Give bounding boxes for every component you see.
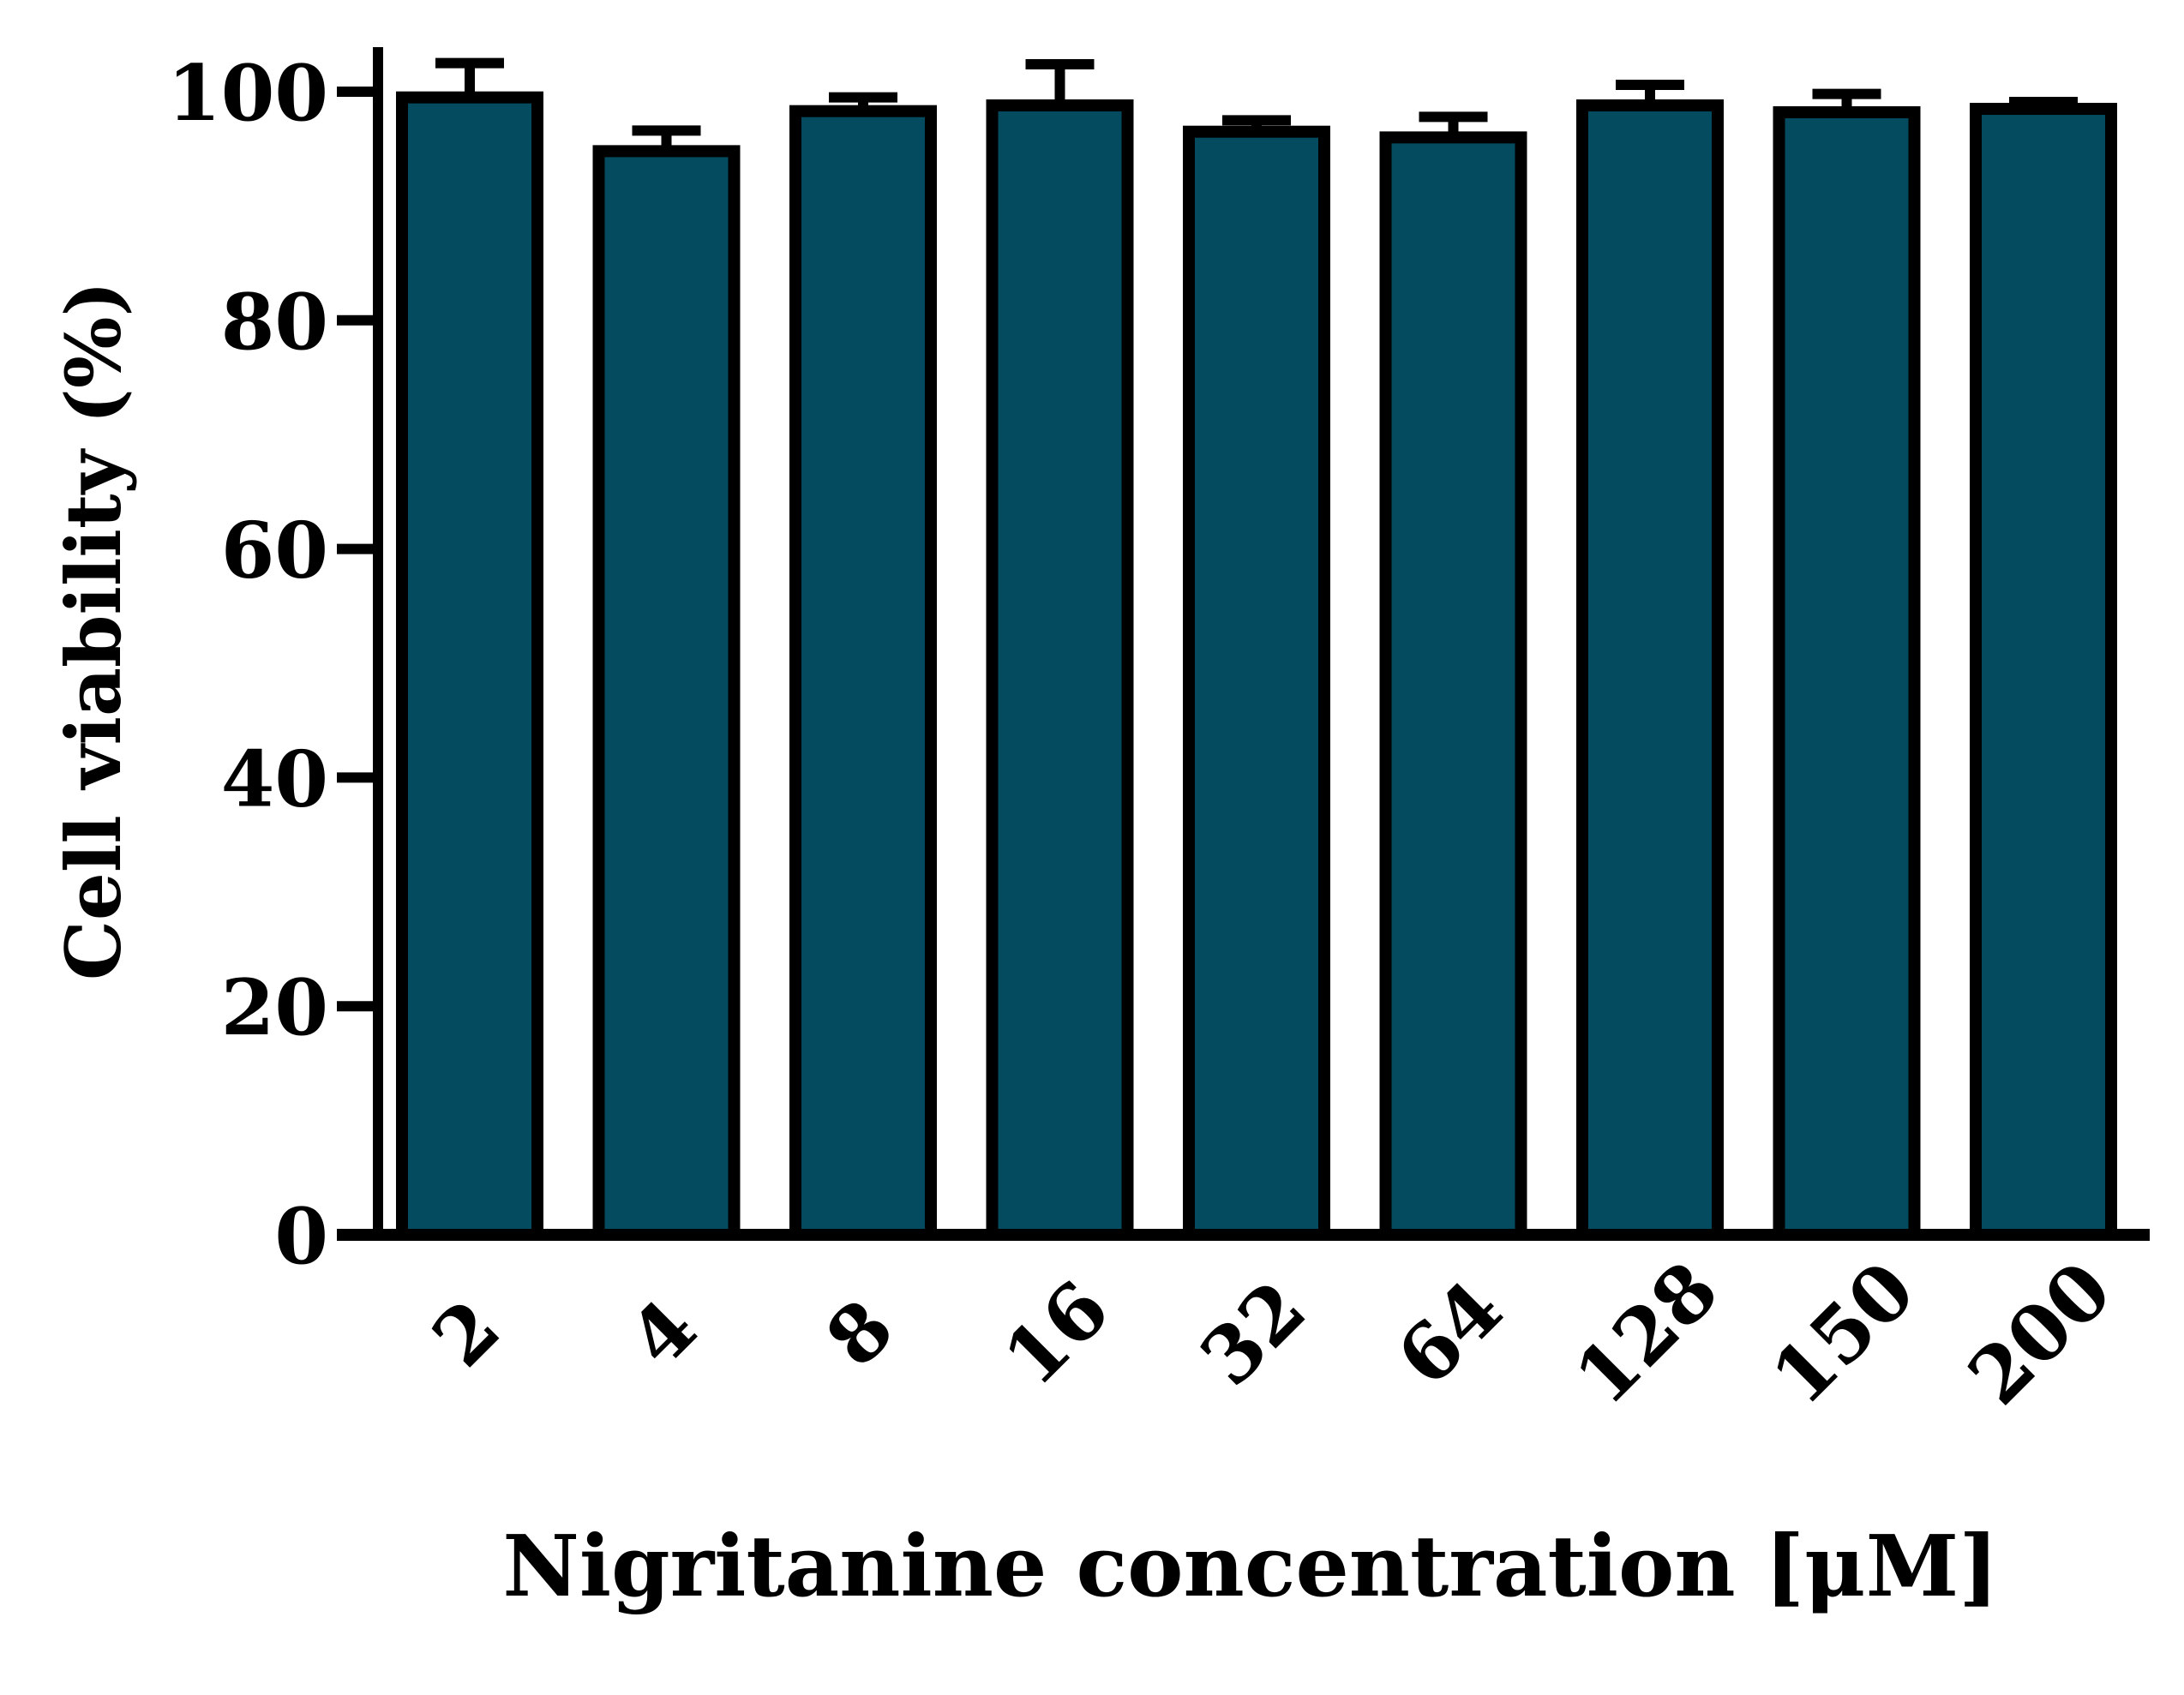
y-tick-label: 20 [221, 962, 328, 1053]
x-tick-label: 16 [987, 1263, 1127, 1404]
x-axis-label: Nigritanine concentration [μM] [502, 1518, 1998, 1616]
x-tick-label: 128 [1557, 1244, 1736, 1422]
x-tick-label: 200 [1951, 1244, 2129, 1422]
bar-16 [986, 99, 1134, 1241]
x-ticks-layer: 2 4 8 16 32 64 128 150 200 [415, 1244, 2129, 1422]
axes-layer [337, 47, 2150, 1241]
bar-8 [789, 105, 937, 1242]
bar-64 [1379, 131, 1527, 1242]
bars-layer [396, 91, 2117, 1242]
bar-128 [1576, 99, 1724, 1241]
y-tick-label: 40 [221, 734, 328, 824]
y-tick-label: 80 [221, 277, 328, 368]
x-tick-label: 32 [1183, 1263, 1323, 1404]
y-axis-label: Cell viability (%) [49, 281, 138, 980]
y-tick-label: 100 [167, 48, 328, 139]
bar-32 [1183, 125, 1330, 1242]
x-tick-label: 64 [1380, 1263, 1521, 1404]
x-tick-label: 4 [612, 1282, 714, 1384]
x-tick-label: 2 [415, 1282, 517, 1384]
bar-4 [592, 145, 741, 1241]
bar-150 [1773, 106, 1921, 1242]
bar-200 [1970, 103, 2117, 1241]
error-bars-layer [435, 57, 2078, 152]
x-tick-label: 8 [808, 1282, 910, 1384]
y-tick-label: 60 [221, 506, 328, 596]
y-ticks-layer: 0 20 40 60 80 100 [167, 48, 378, 1282]
y-tick-label: 0 [274, 1191, 328, 1282]
bar-2 [396, 91, 543, 1241]
x-tick-label: 150 [1755, 1244, 1933, 1422]
